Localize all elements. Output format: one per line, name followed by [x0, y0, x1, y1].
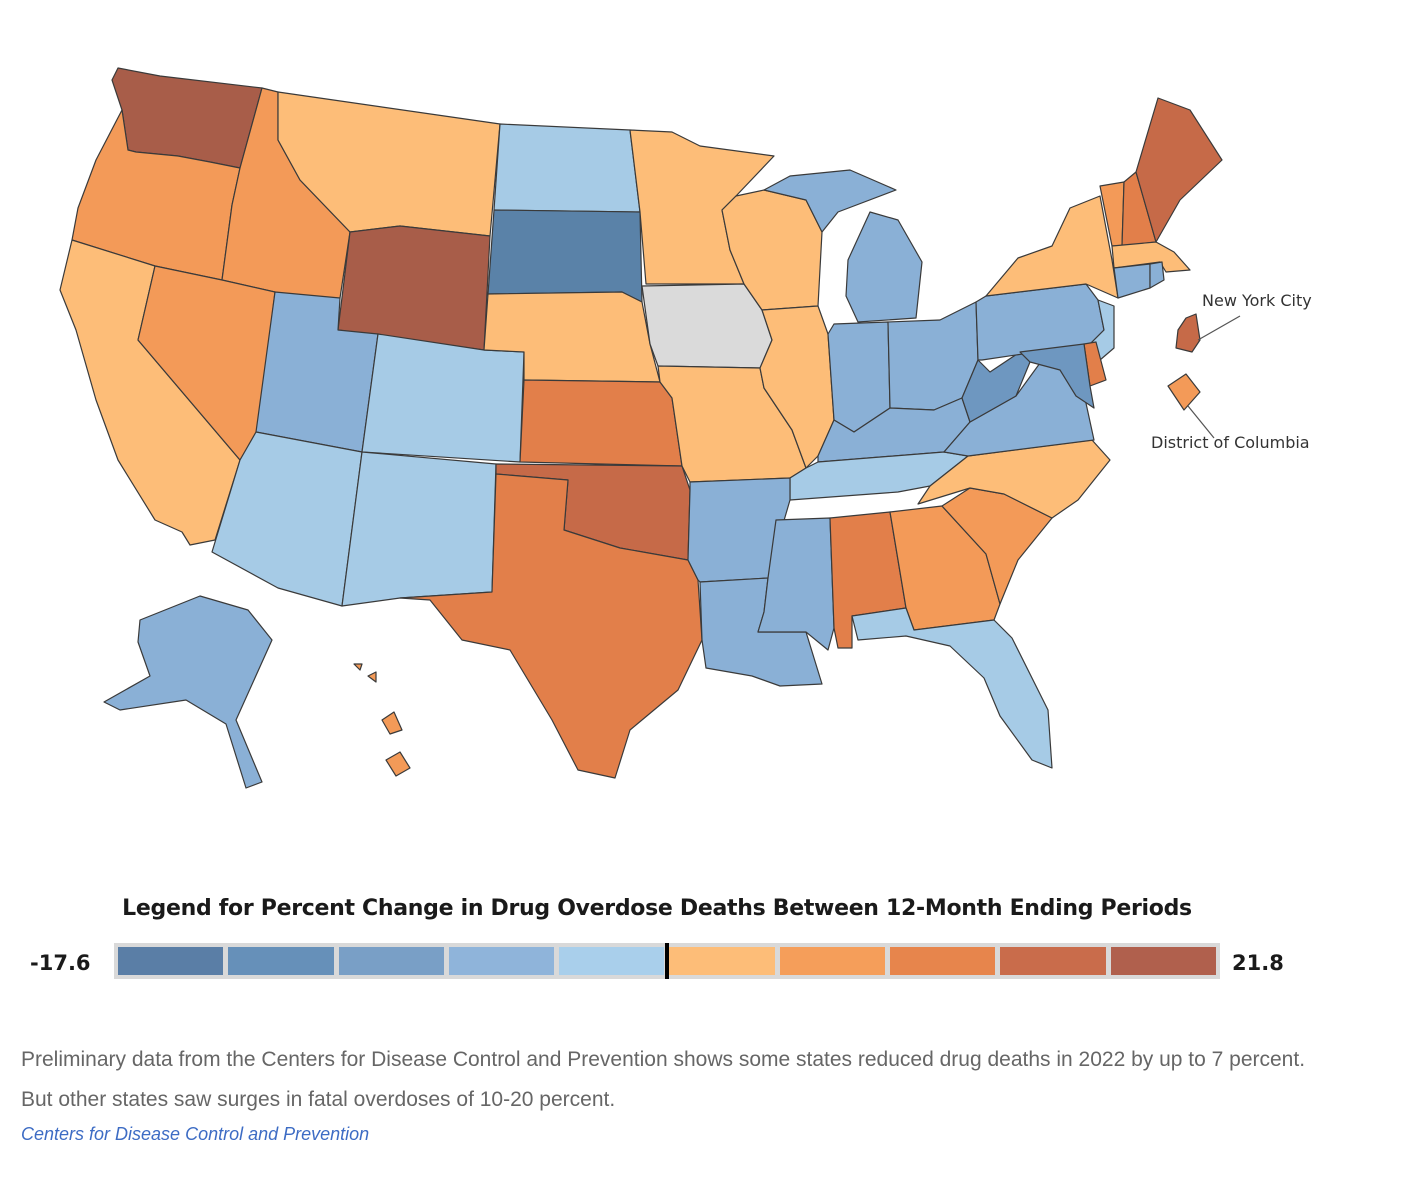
legend-bin-4: [448, 947, 555, 975]
legend-bin-5: [559, 947, 665, 975]
state-connecticut[interactable]: [1113, 263, 1151, 299]
legend-bin-6: [669, 947, 775, 975]
legend-bin-7: [779, 947, 886, 975]
state-maryland[interactable]: [1019, 343, 1095, 409]
state-new-york-city[interactable]: [1175, 313, 1201, 353]
legend-bin-9: [1000, 947, 1106, 975]
legend-title: Legend for Percent Change in Drug Overdo…: [122, 896, 1192, 921]
legend-zero-marker: [665, 943, 669, 979]
callout-label-dc: District of Columbia: [1151, 433, 1310, 452]
state-south-dakota[interactable]: [487, 209, 643, 303]
state-kansas[interactable]: [519, 379, 683, 467]
caption-text: Preliminary data from the Centers for Di…: [21, 1048, 1306, 1111]
state-north-carolina[interactable]: [917, 439, 1111, 519]
callout-label-nyc: New York City: [1202, 291, 1312, 310]
state-wyoming[interactable]: [337, 225, 491, 351]
state-district-of-columbia[interactable]: [1167, 373, 1201, 411]
state-michigan[interactable]: [763, 169, 923, 323]
state-hawaii[interactable]: [353, 663, 411, 777]
callout-line-dc: [1187, 405, 1215, 439]
state-alaska[interactable]: [103, 595, 273, 789]
legend-max-value: 21.8: [1232, 951, 1284, 975]
state-florida[interactable]: [851, 607, 1053, 769]
state-new-york[interactable]: [985, 195, 1119, 299]
legend-bin-2: [228, 947, 334, 975]
callout-line-nyc: [1197, 315, 1241, 341]
state-rhode-island[interactable]: [1149, 261, 1165, 289]
legend-min-value: -17.6: [30, 951, 91, 975]
state-texas[interactable]: [399, 473, 703, 779]
legend-bin-8: [890, 947, 996, 975]
state-new-mexico[interactable]: [341, 451, 497, 607]
legend-bin-10: [1110, 947, 1216, 975]
legend-bin-3: [338, 947, 444, 975]
us-choropleth-map: [59, 67, 1241, 789]
source-link[interactable]: Centers for Disease Control and Preventi…: [21, 1124, 370, 1144]
state-north-dakota[interactable]: [493, 123, 641, 213]
state-colorado[interactable]: [361, 333, 525, 463]
legend-bin-1: [118, 947, 224, 975]
state-wisconsin[interactable]: [721, 189, 823, 311]
